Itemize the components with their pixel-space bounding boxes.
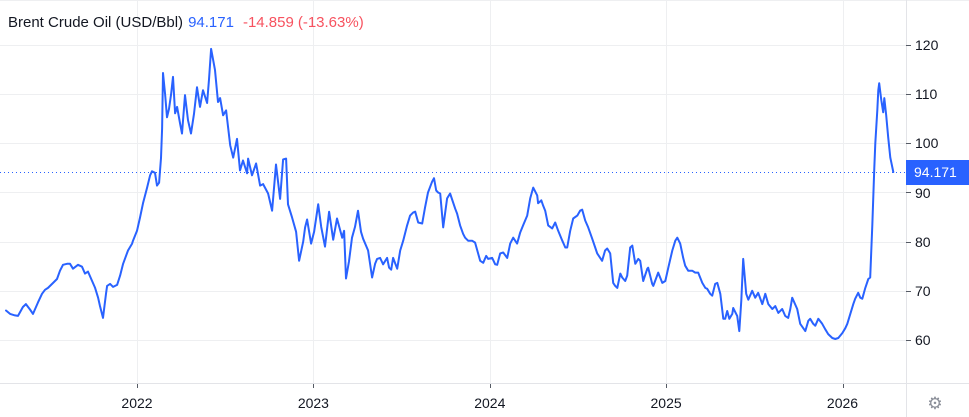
symbol-title: Brent Crude Oil (USD/Bbl) <box>8 14 184 31</box>
current-price-label: 94.171 <box>906 159 969 185</box>
chart-header: Brent Crude Oil (USD/Bbl) 94.171 -14.859 (-… <box>8 13 364 32</box>
time-axis-label: 2026 <box>826 395 859 411</box>
time-axis-label: 2022 <box>121 395 153 411</box>
price-axis-label: 60 <box>915 332 931 348</box>
price-axis-label: 90 <box>915 184 931 201</box>
last-price-value: 94.171 <box>188 14 234 31</box>
time-axis-label: 2024 <box>474 395 506 411</box>
price-axis-label: 80 <box>915 233 931 250</box>
price-axis-label: 100 <box>915 135 939 152</box>
grid-lines <box>0 0 906 383</box>
time-axis[interactable]: 2022 2023 2024 2025 2026 <box>0 383 906 417</box>
price-axis-label: 110 <box>915 86 938 103</box>
axis-tick-marks <box>137 45 911 388</box>
price-axis[interactable]: 120 110 100 90 80 70 60 <box>906 0 969 383</box>
price-axis-label: 120 <box>915 37 939 53</box>
current-price-label-text: 94.171 <box>914 163 957 180</box>
time-axis-label: 2023 <box>297 395 329 411</box>
time-axis-label: 2025 <box>650 395 682 411</box>
price-axis-label: 70 <box>915 282 931 299</box>
price-change-percent: (-13.63%) <box>297 14 364 31</box>
price-series-line <box>5 47 895 340</box>
settings-gear-icon[interactable]: ⚙ <box>927 394 943 414</box>
price-change-value: -14.859 <box>242 14 294 31</box>
